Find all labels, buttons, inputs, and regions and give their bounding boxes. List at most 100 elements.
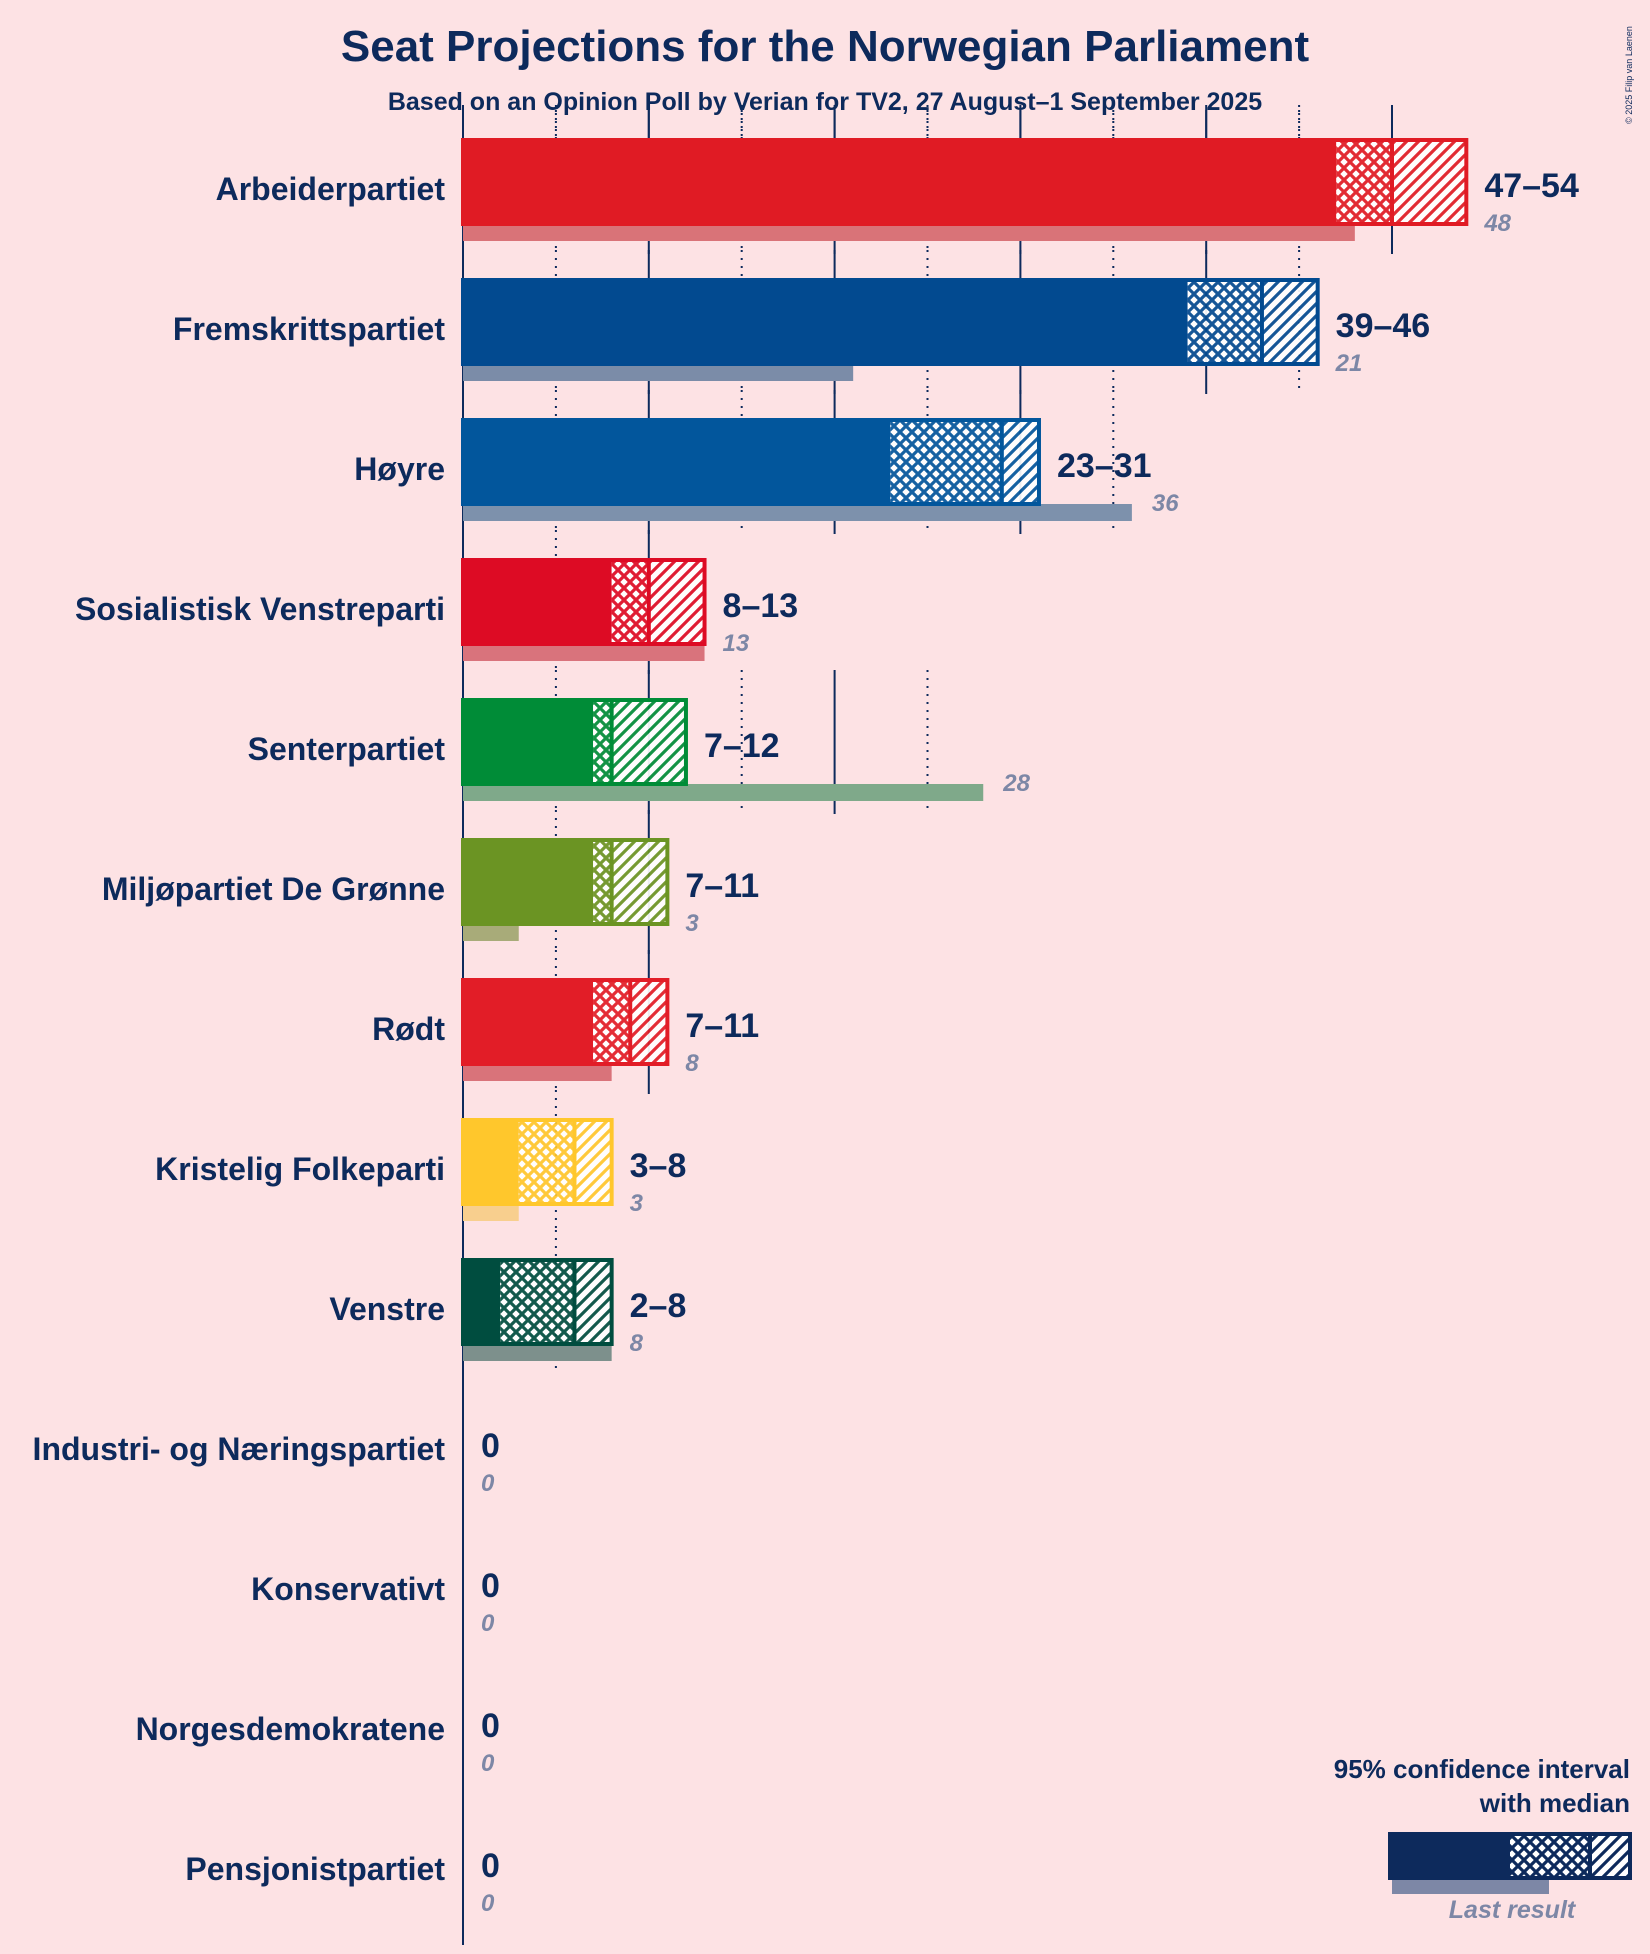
- party-row: Rødt 7–11 8: [372, 978, 759, 1081]
- last-result-bar: [463, 364, 854, 381]
- party-row: Norgesdemokratene 0 0: [136, 1707, 500, 1777]
- legend-solid-bar: [1390, 1834, 1510, 1878]
- ci-outline: [461, 418, 1041, 506]
- ci-crosshatch-bar: [593, 980, 631, 1064]
- ci-crosshatch-bar: [593, 700, 612, 784]
- range-label: 47–54: [1484, 167, 1579, 205]
- last-result-label: 0: [481, 1750, 495, 1777]
- last-result-label: 21: [1335, 350, 1363, 377]
- ci-outline: [461, 558, 707, 646]
- party-row: Sosialistisk Venstreparti 8–13 13: [75, 558, 799, 661]
- ci-solid-bar: [463, 1120, 519, 1204]
- party-name-label: Miljøpartiet De Grønne: [102, 871, 445, 907]
- ci-hatch-bar: [574, 1120, 612, 1204]
- legend-crosshatch-bar: [1510, 1834, 1590, 1878]
- last-result-label: 3: [630, 1190, 644, 1217]
- party-name-label: Senterpartiet: [248, 731, 446, 767]
- party-row: Industri- og Næringspartiet 0 0: [33, 1427, 500, 1497]
- last-result-label: 0: [481, 1610, 495, 1637]
- last-result-label: 8: [630, 1330, 644, 1357]
- range-label: 7–11: [685, 1007, 759, 1045]
- party-row: Fremskrittspartiet 39–46 21: [173, 278, 1431, 381]
- party-name-label: Industri- og Næringspartiet: [33, 1431, 446, 1467]
- last-result-label: 0: [481, 1470, 495, 1497]
- party-name-label: Rødt: [372, 1011, 445, 1047]
- ci-outline: [461, 838, 670, 926]
- party-row: Kristelig Folkeparti 3–8 3: [155, 1118, 686, 1221]
- ci-crosshatch-bar: [1336, 140, 1392, 224]
- party-name-label: Venstre: [329, 1291, 445, 1327]
- ci-solid-bar: [463, 560, 612, 644]
- ci-solid-bar: [463, 280, 1188, 364]
- ci-hatch-bar: [1261, 280, 1318, 364]
- legend-title: 95% confidence interval with median: [1334, 1752, 1630, 1820]
- party-name-label: Fremskrittspartiet: [173, 311, 445, 347]
- ci-outline: [461, 698, 688, 786]
- ci-outline: [461, 978, 670, 1066]
- party-name-label: Konservativt: [251, 1571, 445, 1607]
- chart-title: Seat Projections for the Norwegian Parli…: [340, 22, 1310, 71]
- ci-outline: [461, 1258, 614, 1346]
- party-name-label: Pensjonistpartiet: [185, 1851, 445, 1887]
- last-result-label: 0: [481, 1890, 495, 1917]
- legend-hatch-bar: [1590, 1834, 1630, 1878]
- last-result-label: 3: [685, 910, 699, 937]
- last-result-label: 13: [723, 630, 750, 657]
- party-row: Miljøpartiet De Grønne 7–11 3: [102, 838, 759, 941]
- legend-last-result-bar: [1392, 1878, 1549, 1894]
- last-result-bar: [463, 644, 705, 661]
- range-label: 0: [481, 1567, 500, 1605]
- party-row: Pensjonistpartiet 0 0: [185, 1847, 500, 1917]
- range-label: 0: [481, 1847, 500, 1885]
- last-result-bar: [463, 924, 519, 941]
- party-name-label: Sosialistisk Venstreparti: [75, 591, 445, 627]
- ci-solid-bar: [463, 1260, 501, 1344]
- legend-title-line2: with median: [1479, 1788, 1630, 1818]
- last-result-bar: [463, 1344, 612, 1361]
- party-bars: Arbeiderpartiet 47–54 48 Fremskrittspartiet…: [33, 138, 1579, 1917]
- ci-solid-bar: [463, 840, 594, 924]
- last-result-bar: [463, 784, 984, 801]
- party-row: Konservativt 0 0: [251, 1567, 500, 1637]
- party-row: Senterpartiet 7–12 28: [248, 698, 1031, 801]
- last-result-label: 36: [1152, 490, 1179, 517]
- last-result-bar: [463, 1204, 519, 1221]
- ci-crosshatch-bar: [1187, 280, 1262, 364]
- legend-title-line1: 95% confidence interval: [1333, 1754, 1630, 1784]
- range-label: 7–11: [685, 867, 759, 905]
- last-result-label: 8: [685, 1050, 699, 1077]
- chart-subtitle: Based on an Opinion Poll by Verian for T…: [387, 88, 1263, 116]
- ci-crosshatch-bar: [518, 1120, 575, 1204]
- party-name-label: Arbeiderpartiet: [216, 171, 446, 207]
- last-result-bar: [463, 1064, 612, 1081]
- range-label: 8–13: [723, 587, 799, 625]
- ci-hatch-bar: [574, 1260, 612, 1344]
- party-name-label: Høyre: [354, 451, 445, 487]
- last-result-label: 28: [1002, 770, 1030, 797]
- ci-solid-bar: [463, 700, 594, 784]
- ci-hatch-bar: [611, 700, 686, 784]
- ci-hatch-bar: [648, 560, 705, 644]
- last-result-label: 48: [1483, 210, 1511, 237]
- legend-outline: [1388, 1832, 1632, 1880]
- ci-hatch-bar: [1392, 140, 1467, 224]
- legend-last-result-label: Last result: [1448, 1896, 1576, 1924]
- ci-crosshatch-bar: [611, 560, 649, 644]
- range-label: 0: [481, 1427, 500, 1465]
- ci-crosshatch-bar: [890, 420, 1002, 504]
- party-row: Venstre 2–8 8: [329, 1258, 686, 1361]
- ci-outline: [461, 138, 1469, 226]
- range-label: 39–46: [1336, 307, 1431, 345]
- ci-hatch-bar: [1001, 420, 1039, 504]
- ci-hatch-bar: [630, 980, 668, 1064]
- party-row: Arbeiderpartiet 47–54 48: [216, 138, 1579, 241]
- ci-crosshatch-bar: [593, 840, 612, 924]
- ci-solid-bar: [463, 420, 891, 504]
- range-label: 7–12: [704, 727, 780, 765]
- party-name-label: Kristelig Folkeparti: [155, 1151, 445, 1187]
- party-name-label: Norgesdemokratene: [136, 1711, 445, 1747]
- last-result-bar: [463, 504, 1132, 521]
- last-result-bar: [463, 224, 1355, 241]
